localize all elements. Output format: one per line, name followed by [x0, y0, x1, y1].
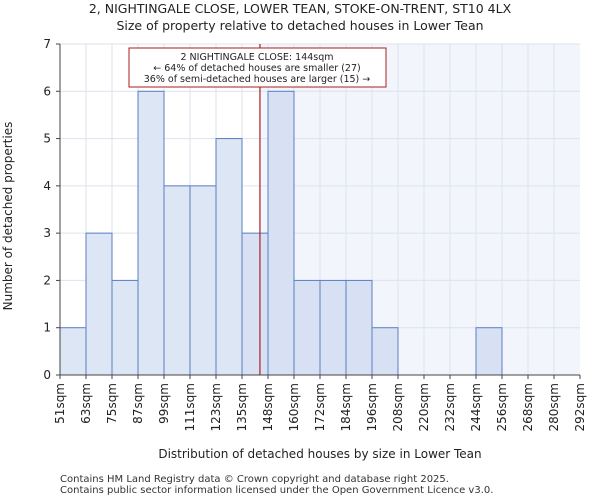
bar-63sqm: [85, 232, 113, 376]
bar-148sqm: [267, 90, 295, 376]
y-tick-label: 3: [43, 226, 51, 240]
x-tick-label: 232sqm: [443, 383, 457, 431]
x-tick-label: 51sqm: [53, 383, 67, 424]
bar-99sqm: [163, 185, 191, 376]
x-tick-label: 99sqm: [157, 383, 171, 424]
bar-172sqm: [319, 279, 347, 376]
x-tick-label: 160sqm: [287, 383, 301, 431]
x-tick-label: 111sqm: [183, 383, 197, 431]
bar-244sqm: [475, 327, 503, 376]
bar-135sqm: [241, 232, 269, 376]
x-tick-label: 123sqm: [209, 383, 223, 431]
y-tick-label: 0: [43, 368, 51, 382]
bar-160sqm: [293, 279, 321, 376]
x-tick-label: 172sqm: [313, 383, 327, 431]
bars: [59, 90, 503, 376]
y-tick-label: 6: [43, 84, 51, 98]
footer-copyright: Contains HM Land Registry data © Crown c…: [60, 474, 449, 485]
annotation-line-1: 2 NIGHTINGALE CLOSE: 144sqm: [180, 52, 333, 63]
x-tick-label: 208sqm: [391, 383, 405, 431]
y-tick-labels: 0 1 2 3 4 5 6 7: [43, 37, 60, 382]
bar-111sqm: [189, 185, 217, 376]
annotation-box: 2 NIGHTINGALE CLOSE: 144sqm ← 64% of det…: [128, 47, 387, 88]
chart-title: 2, NIGHTINGALE CLOSE, LOWER TEAN, STOKE-…: [89, 1, 512, 16]
x-axis-label: Distribution of detached houses by size …: [158, 447, 481, 461]
annotation-line-3: 36% of semi-detached houses are larger (…: [144, 74, 371, 85]
x-tick-label: 135sqm: [235, 383, 249, 431]
x-tick-label: 256sqm: [495, 383, 509, 431]
x-tick-labels: 51sqm 63sqm 75sqm 87sqm 99sqm 111sqm 123sqm 135…: [53, 375, 587, 431]
chart-subtitle: Size of property relative to detached ho…: [116, 18, 483, 33]
footer-licence: Contains public sector information licen…: [60, 485, 494, 496]
x-tick-label: 75sqm: [105, 383, 119, 424]
x-tick-label: 220sqm: [417, 383, 431, 431]
x-tick-label: 244sqm: [469, 383, 483, 431]
annotation-frame: [128, 47, 387, 88]
y-tick-label: 4: [43, 179, 51, 193]
x-tick-label: 148sqm: [261, 383, 275, 431]
y-axis-label: Number of detached properties: [1, 122, 15, 311]
x-tick-label: 292sqm: [573, 383, 587, 431]
x-tick-label: 268sqm: [521, 383, 535, 431]
y-tick-label: 1: [43, 321, 51, 335]
bar-196sqm: [371, 327, 399, 376]
x-tick-label: 184sqm: [339, 383, 353, 431]
bar-184sqm: [345, 279, 373, 376]
y-tick-label: 2: [43, 273, 51, 287]
x-tick-label: 63sqm: [79, 383, 93, 424]
x-tick-label: 196sqm: [365, 383, 379, 431]
bar-123sqm: [215, 138, 243, 376]
annotation-line-2: ← 64% of detached houses are smaller (27…: [153, 63, 360, 74]
bar-51sqm: [59, 327, 87, 376]
x-tick-label: 280sqm: [547, 383, 561, 431]
bar-87sqm: [137, 90, 165, 376]
y-tick-label: 5: [43, 132, 51, 146]
y-tick-label: 7: [43, 37, 51, 51]
x-tick-label: 87sqm: [131, 383, 145, 424]
bar-75sqm: [111, 279, 139, 376]
